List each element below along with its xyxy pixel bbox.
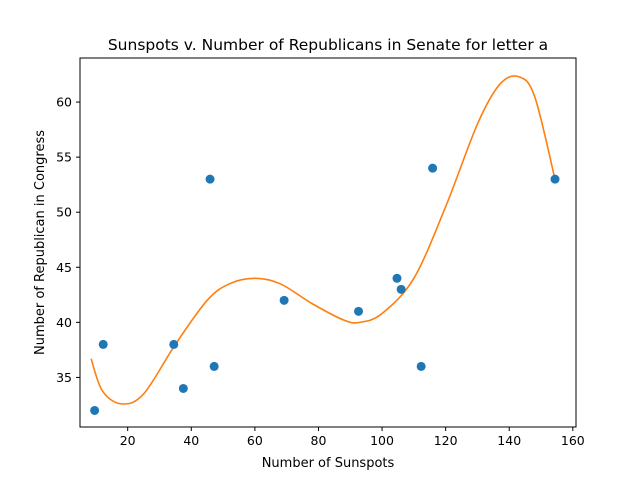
y-axis: 35 40 45 50 55 60 [56,95,80,385]
scatter-point [416,361,426,371]
scatter-point [98,339,108,349]
y-tick-label: 45 [56,260,72,275]
x-axis: 20 40 60 80 100 120 140 160 [120,427,585,448]
scatter-point [354,306,364,316]
scatter-point [209,361,219,371]
y-tick-label: 50 [56,205,72,220]
fit-curve-line [90,75,556,405]
scatter-point [550,174,560,184]
y-tick-label: 60 [56,95,72,110]
x-tick-label: 60 [247,433,263,448]
scatter-point [205,174,215,184]
chart-title: Sunspots v. Number of Republicans in Sen… [108,36,548,54]
y-tick-label: 40 [56,315,72,330]
x-axis-label: Number of Sunspots [262,456,395,471]
scatter-point [178,383,188,393]
scatter-point [392,273,402,283]
scatter-point [90,405,100,415]
x-tick-label: 40 [183,433,199,448]
scatter-point [428,163,438,173]
x-tick-label: 160 [561,433,585,448]
plot-series [90,75,560,415]
scatter-point [169,339,179,349]
x-tick-label: 140 [497,433,521,448]
x-tick-label: 100 [370,433,394,448]
y-tick-label: 35 [56,370,72,385]
scatter-point [396,284,406,294]
plot-area [79,57,577,428]
x-tick-label: 80 [311,433,327,448]
y-tick-label: 55 [56,150,72,165]
scatter-point [279,295,289,305]
x-tick-label: 120 [434,433,458,448]
x-tick-label: 20 [120,433,136,448]
y-axis-label: Number of Republican in Congress [33,130,48,355]
